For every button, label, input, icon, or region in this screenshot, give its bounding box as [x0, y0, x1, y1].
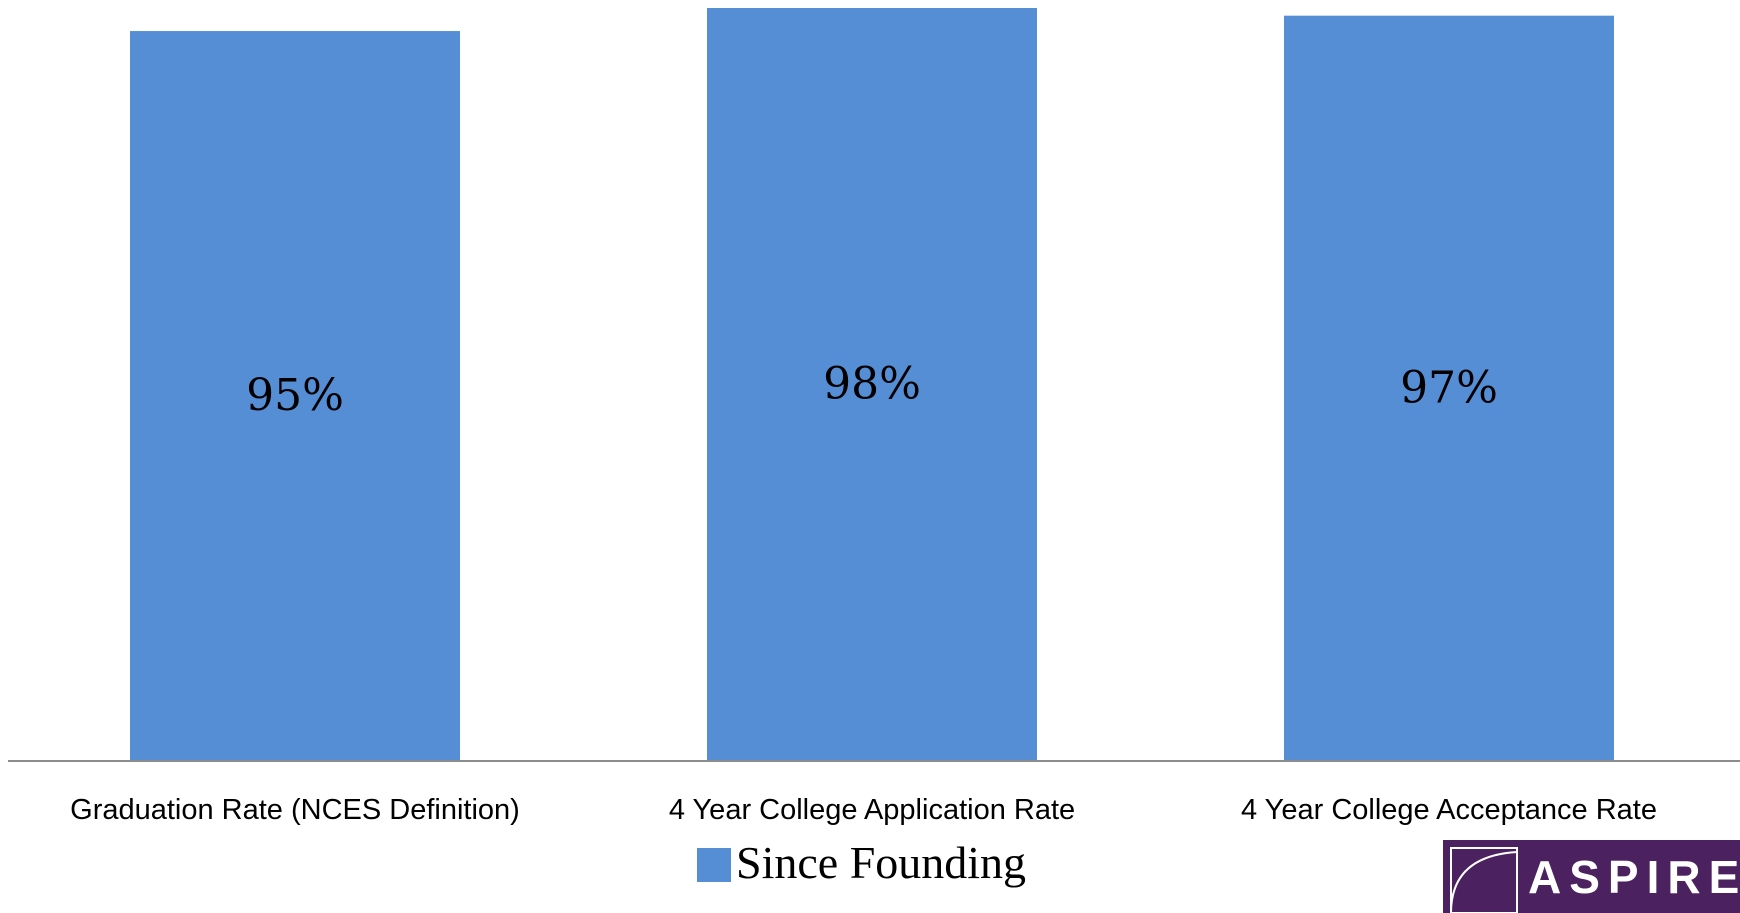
bar-2 — [707, 8, 1037, 761]
x-tick-label-2: 4 Year College Application Rate — [669, 794, 1075, 826]
bar-1 — [130, 31, 460, 761]
bars-group — [130, 8, 1614, 762]
x-tick-labels-group: Graduation Rate (NCES Definition) 4 Year … — [70, 794, 1657, 826]
x-tick-label-3: 4 Year College Acceptance Rate — [1241, 794, 1657, 826]
logo-box — [1443, 840, 1740, 913]
legend-swatch — [697, 848, 731, 882]
bar-3 — [1284, 15, 1614, 762]
legend-label: Since Founding — [736, 837, 1026, 888]
data-label-1: 95% — [246, 370, 344, 421]
data-label-2: 98% — [823, 359, 921, 410]
x-tick-label-1: Graduation Rate (NCES Definition) — [70, 794, 520, 826]
data-labels-group: 95% 98% 97% — [246, 359, 1498, 422]
logo-text: ASPIRE — [1528, 851, 1740, 903]
logo-emblem — [1450, 847, 1518, 913]
aspire-logo: ASPIRE — [1443, 840, 1740, 913]
logo-arc-icon — [1450, 851, 1518, 913]
data-label-3: 97% — [1400, 362, 1498, 413]
legend: Since Founding — [697, 837, 1026, 888]
